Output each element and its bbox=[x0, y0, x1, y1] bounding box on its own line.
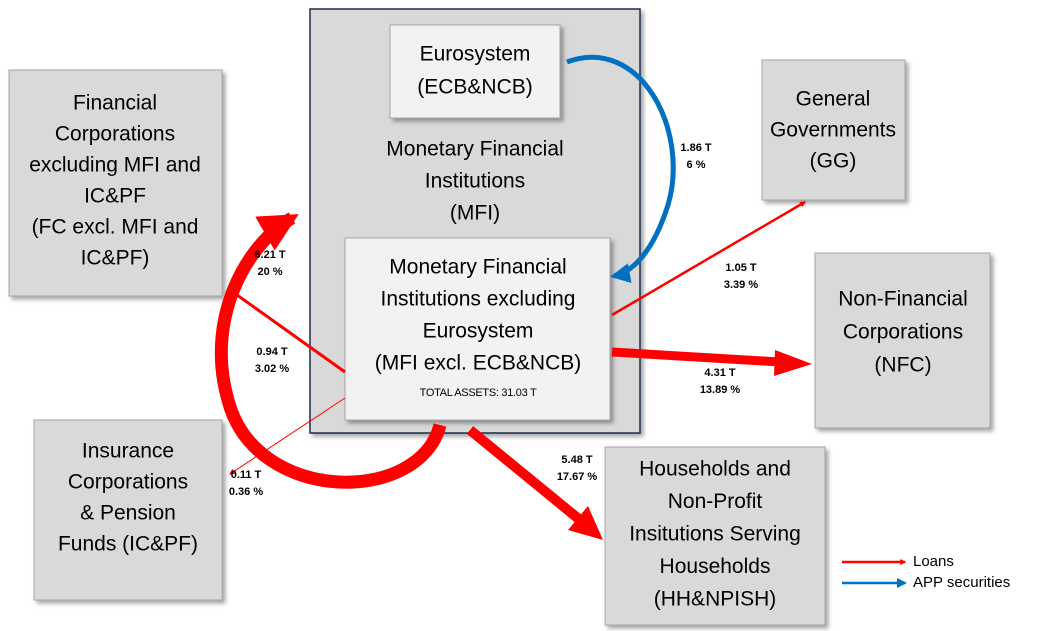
box-hh bbox=[604, 446, 826, 626]
arrow-app bbox=[566, 54, 676, 283]
arrow-nfc bbox=[611, 347, 781, 367]
edge-share: 0.36 % bbox=[229, 486, 263, 498]
node-label: Institutions bbox=[425, 170, 525, 193]
node-label: Non-Profit bbox=[668, 490, 763, 513]
edge-amount: 1.86 T bbox=[680, 142, 711, 154]
arrow-loop bbox=[214, 212, 447, 489]
node-note: TOTAL ASSETS: 31.03 T bbox=[420, 387, 537, 399]
node-label: Eurosystem bbox=[420, 43, 531, 66]
node-label: Insitutions Serving bbox=[629, 523, 801, 546]
node-label: Corporations bbox=[55, 123, 175, 146]
node-label: (GG) bbox=[810, 150, 857, 173]
edge-share: 6 % bbox=[687, 159, 706, 171]
node-label: Governments bbox=[770, 119, 896, 142]
legend-label: Loans bbox=[913, 553, 954, 570]
legend-label: APP securities bbox=[913, 574, 1010, 591]
node-label: Funds (IC&PF) bbox=[58, 533, 198, 556]
arrow-icpf bbox=[228, 397, 346, 475]
node-label: (MFI excl. ECB&NCB) bbox=[375, 352, 582, 375]
edge-amount: 0.11 T bbox=[231, 469, 262, 481]
node-label: & Pension bbox=[80, 502, 176, 525]
edge-share: 3.39 % bbox=[724, 279, 758, 291]
box-fc bbox=[8, 69, 223, 297]
arrow-gg bbox=[611, 200, 807, 317]
edge-amount: 5.48 T bbox=[561, 454, 592, 466]
node-label: Monetary Financial bbox=[389, 256, 566, 279]
edge-amount: 4.31 T bbox=[704, 367, 735, 379]
node-label: Non-Financial bbox=[838, 288, 968, 311]
node-label: excluding MFI and bbox=[29, 154, 201, 177]
node-label: IC&PF bbox=[84, 185, 146, 208]
node-label: (HH&NPISH) bbox=[654, 588, 777, 611]
box-nfc bbox=[814, 252, 991, 429]
node-label: General bbox=[796, 88, 871, 111]
node-label: Households and bbox=[639, 458, 791, 481]
node-label: Eurosystem bbox=[423, 320, 534, 343]
edge-amount: 1.05 T bbox=[725, 262, 756, 274]
edge-share: 13.89 % bbox=[700, 384, 741, 396]
node-label: Financial bbox=[73, 92, 157, 115]
node-label: Households bbox=[660, 555, 771, 578]
node-label: Institutions excluding bbox=[381, 288, 576, 311]
edge-share: 3.02 % bbox=[255, 363, 289, 375]
arrow-hh-head bbox=[568, 506, 603, 540]
node-label: (NFC) bbox=[874, 354, 931, 377]
box-mfi-excl bbox=[344, 237, 611, 421]
arrow-fc bbox=[229, 288, 346, 374]
node-label: (ECB&NCB) bbox=[417, 76, 533, 99]
node-label: Corporations bbox=[68, 471, 188, 494]
edge-amount: 6.21 T bbox=[254, 249, 285, 261]
node-label: Corporations bbox=[843, 321, 963, 344]
edge-share: 20 % bbox=[257, 266, 282, 278]
box-eurosystem bbox=[389, 24, 561, 119]
box-icpf bbox=[33, 419, 223, 601]
edge-amount: 0.94 T bbox=[256, 346, 287, 358]
node-label: Insurance bbox=[82, 440, 174, 463]
node-label: (MFI) bbox=[450, 202, 500, 225]
arrow-nfc-head bbox=[774, 350, 812, 376]
arrow-hh bbox=[466, 426, 584, 524]
node-label: IC&PF) bbox=[81, 247, 150, 270]
edge-share: 17.67 % bbox=[557, 471, 598, 483]
node-label: Monetary Financial bbox=[386, 138, 563, 161]
box-gg bbox=[761, 59, 906, 201]
node-label: (FC excl. MFI and bbox=[32, 216, 199, 239]
